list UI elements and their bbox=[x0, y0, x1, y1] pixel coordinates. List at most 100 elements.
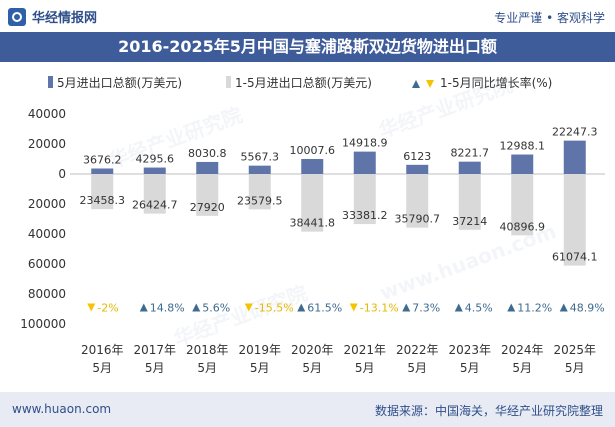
cumulative-value-label: 27920 bbox=[190, 201, 225, 214]
bar-monthly bbox=[196, 161, 219, 174]
monthly-value-label: 3676.2 bbox=[83, 153, 122, 166]
bar-cumulative bbox=[248, 174, 271, 210]
bar-cumulative bbox=[353, 174, 376, 225]
growth-rate-label: 14.8% bbox=[150, 302, 185, 315]
bar-cumulative bbox=[91, 174, 114, 210]
growth-rate-label: 5.6% bbox=[202, 302, 230, 315]
growth-down-icon bbox=[244, 303, 253, 312]
bar-monthly bbox=[458, 161, 481, 174]
bar-monthly bbox=[91, 168, 114, 174]
growth-rate-label: -15.5% bbox=[255, 302, 294, 315]
growth-rate-label: -2% bbox=[97, 302, 118, 315]
logo-icon bbox=[8, 7, 26, 26]
bar-cumulative bbox=[406, 174, 429, 228]
chart: 5月进出口总额(万美元) 1-5月进出口总额(万美元) 1-5月同比增长率(%) 4… bbox=[20, 75, 605, 375]
triangle-down-icon bbox=[426, 80, 434, 88]
monthly-value-label: 4295.6 bbox=[136, 153, 175, 166]
y-tick-label: 40000 bbox=[28, 107, 66, 121]
footer-source: 数据来源：中国海关，华经产业研究院整理 bbox=[374, 404, 603, 418]
growth-rate-label: 7.3% bbox=[412, 302, 440, 315]
legend-growth-label: 1-5月同比增长率(%) bbox=[440, 75, 552, 90]
legend-cumulative-swatch bbox=[226, 76, 231, 88]
growth-up-icon bbox=[559, 303, 568, 312]
x-tick-label-month: 5月 bbox=[512, 361, 532, 375]
legend-cumulative-label: 1-5月进出口总额(万美元) bbox=[235, 76, 372, 90]
y-tick-label: 20000 bbox=[28, 137, 66, 151]
bar-cumulative bbox=[301, 174, 324, 232]
bar-cumulative bbox=[563, 174, 586, 266]
x-tick-label-month: 5月 bbox=[92, 361, 112, 375]
legend-monthly-swatch bbox=[48, 76, 53, 88]
x-tick-label-year: 2018年 bbox=[186, 343, 229, 357]
growth-rate-label: 48.9% bbox=[570, 302, 605, 315]
brand-logo: 华经情报网 bbox=[8, 7, 97, 26]
footer: www.huaon.com 数据来源：中国海关，华经产业研究院整理 bbox=[0, 392, 615, 427]
x-tick-label-year: 2021年 bbox=[343, 343, 386, 357]
x-tick-label-month: 5月 bbox=[197, 361, 217, 375]
cumulative-value-label: 35790.7 bbox=[395, 213, 441, 226]
cumulative-value-label: 40896.9 bbox=[500, 220, 546, 233]
x-tick-label-month: 5月 bbox=[145, 361, 165, 375]
monthly-value-label: 22247.3 bbox=[552, 126, 598, 139]
bar-monthly bbox=[301, 158, 324, 174]
cumulative-value-label: 23579.5 bbox=[237, 194, 283, 207]
x-tick-label-year: 2023年 bbox=[448, 343, 491, 357]
bar-cumulative bbox=[196, 174, 219, 216]
growth-up-icon bbox=[297, 303, 306, 312]
data-labels: 3676.2 23458.3 -2% 4295.6 26424.7 14.8% 8030.8… bbox=[80, 126, 605, 315]
bar-cumulative bbox=[511, 174, 534, 236]
x-tick-label-month: 5月 bbox=[302, 361, 322, 375]
y-tick-label: 0 bbox=[58, 167, 66, 181]
cumulative-value-label: 33381.2 bbox=[342, 209, 388, 222]
y-tick-label: 20000 bbox=[28, 197, 66, 211]
monthly-value-label: 12988.1 bbox=[500, 140, 546, 153]
x-tick-label-year: 2019年 bbox=[238, 343, 281, 357]
cumulative-value-label: 23458.3 bbox=[80, 194, 126, 207]
x-tick-label-year: 2022年 bbox=[396, 343, 439, 357]
y-tick-label: 40000 bbox=[28, 227, 66, 241]
x-tick-label-year: 2016年 bbox=[81, 343, 124, 357]
bar-cumulative bbox=[458, 174, 481, 230]
growth-up-icon bbox=[402, 303, 411, 312]
x-tick-label-month: 5月 bbox=[355, 361, 375, 375]
x-tick-label-year: 2020年 bbox=[291, 343, 334, 357]
growth-rate-label: 61.5% bbox=[307, 302, 342, 315]
x-tick-label-year: 2025年 bbox=[553, 343, 596, 357]
y-tick-label: 60000 bbox=[28, 257, 66, 271]
cumulative-value-label: 61074.1 bbox=[552, 251, 598, 264]
top-bar: 华经情报网 专业严谨 • 客观科学 bbox=[0, 0, 615, 32]
monthly-value-label: 14918.9 bbox=[342, 137, 388, 150]
x-tick-label-month: 5月 bbox=[460, 361, 480, 375]
cumulative-value-label: 38441.8 bbox=[290, 217, 336, 230]
growth-down-icon bbox=[87, 303, 96, 312]
monthly-value-label: 6123 bbox=[403, 150, 431, 163]
growth-up-icon bbox=[192, 303, 201, 312]
legend-monthly-label: 5月进出口总额(万美元) bbox=[57, 76, 182, 90]
growth-rate-label: 11.2% bbox=[517, 302, 552, 315]
y-tick-label: 100000 bbox=[20, 317, 66, 331]
legend: 5月进出口总额(万美元) 1-5月进出口总额(万美元) 1-5月同比增长率(%) bbox=[48, 75, 552, 90]
bar-monthly bbox=[353, 151, 376, 174]
monthly-value-label: 8030.8 bbox=[188, 147, 227, 160]
bar-monthly bbox=[143, 167, 166, 174]
growth-up-icon bbox=[139, 303, 148, 312]
bar-monthly bbox=[511, 154, 534, 174]
monthly-value-label: 10007.6 bbox=[290, 144, 336, 157]
cumulative-value-label: 37214 bbox=[452, 215, 487, 228]
monthly-value-label: 8221.7 bbox=[451, 147, 490, 160]
x-tick-label-month: 5月 bbox=[407, 361, 427, 375]
x-tick-label-month: 5月 bbox=[250, 361, 270, 375]
growth-rate-label: -13.1% bbox=[360, 302, 399, 315]
x-tick-label-month: 5月 bbox=[565, 361, 585, 375]
bar-monthly bbox=[406, 164, 429, 174]
growth-up-icon bbox=[507, 303, 516, 312]
title-bar: 2016-2025年5月中国与塞浦路斯双边货物进出口额 bbox=[0, 32, 615, 62]
x-tick-label-year: 2024年 bbox=[501, 343, 544, 357]
footer-website: www.huaon.com bbox=[12, 402, 112, 416]
growth-down-icon bbox=[349, 303, 358, 312]
bar-cumulative bbox=[143, 174, 166, 214]
bar-monthly bbox=[563, 140, 586, 174]
brand-name: 华经情报网 bbox=[32, 11, 98, 26]
cumulative-value-label: 26424.7 bbox=[132, 199, 178, 212]
y-tick-label: 80000 bbox=[28, 287, 66, 301]
